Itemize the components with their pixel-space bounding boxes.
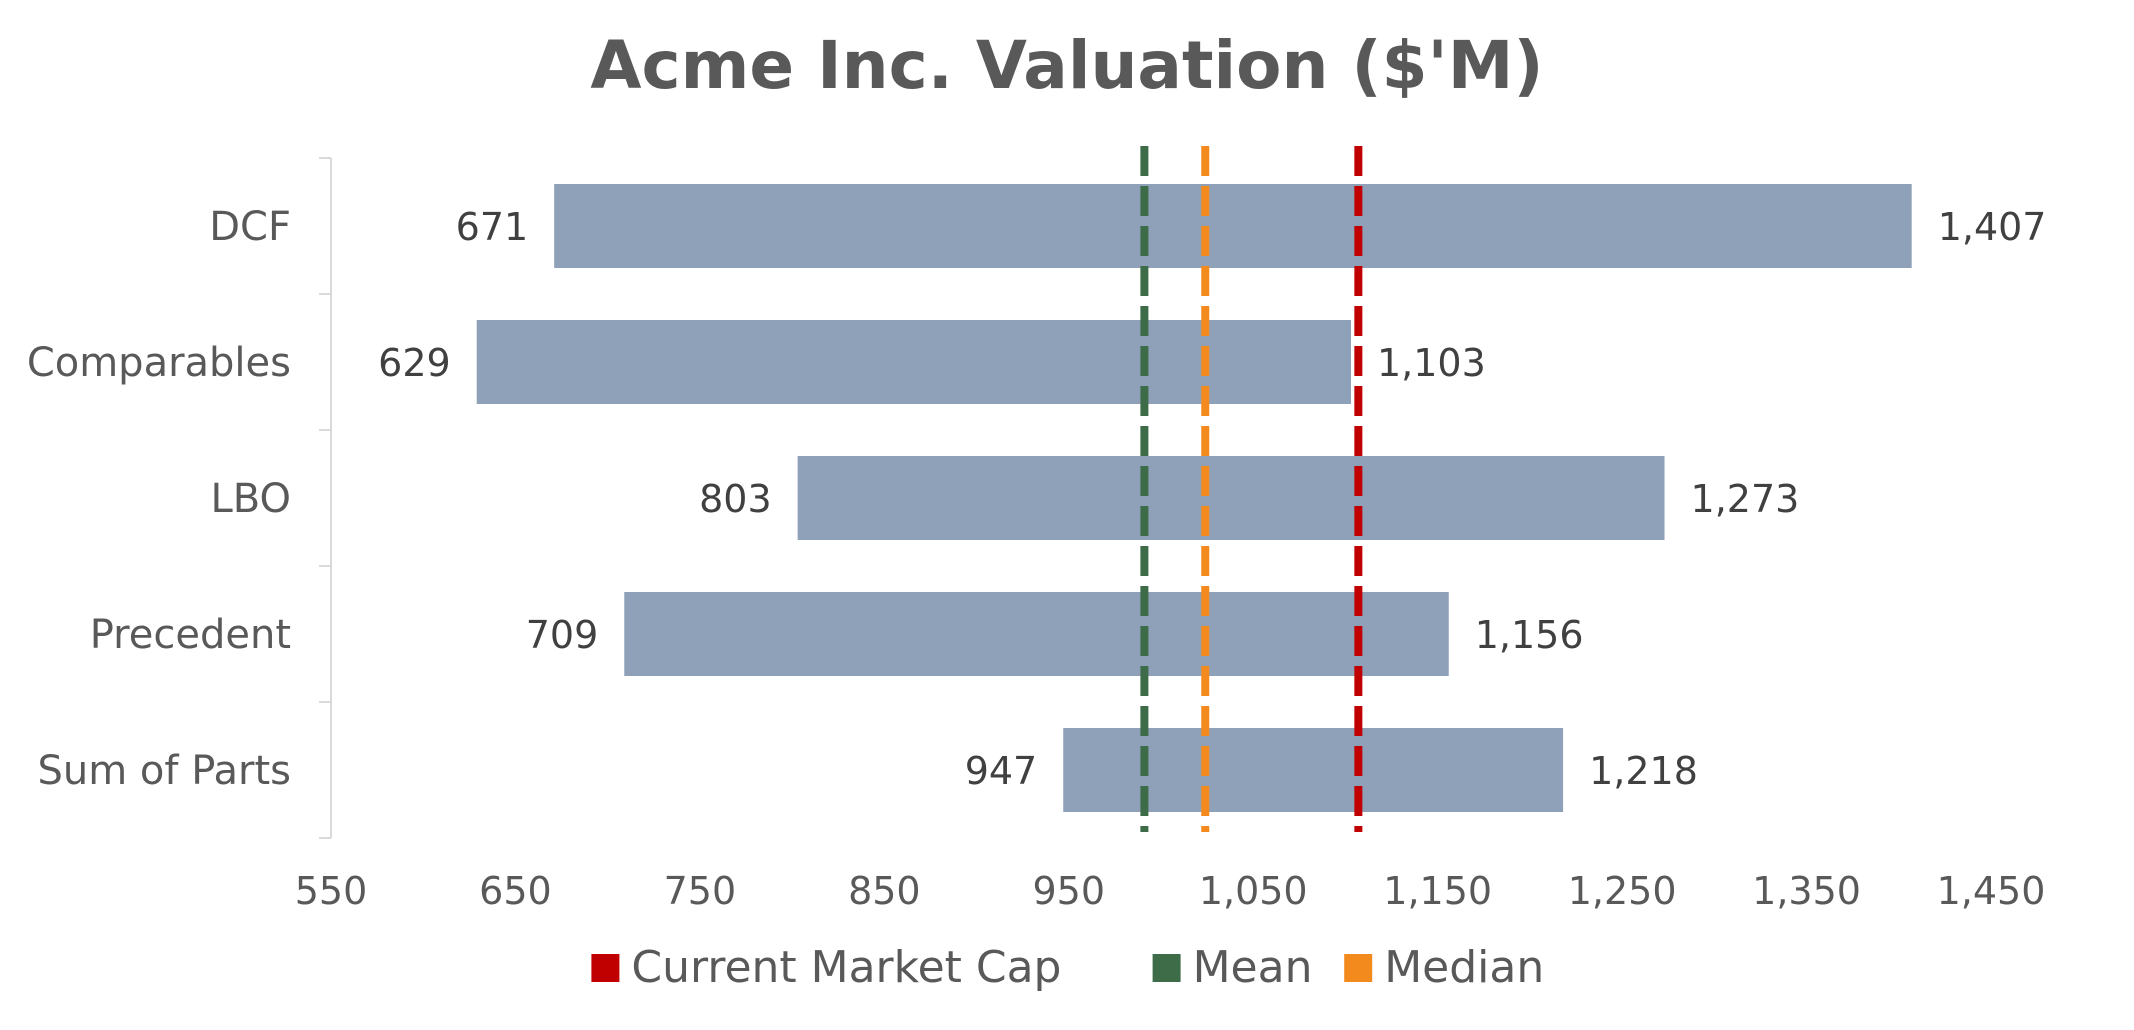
x-tick-label: 750 bbox=[664, 869, 737, 913]
category-label: Comparables bbox=[27, 340, 291, 386]
legend: Current Market Cap Mean Median bbox=[591, 942, 1544, 993]
x-tick-label: 650 bbox=[479, 869, 552, 913]
legend-swatch bbox=[1344, 954, 1373, 982]
low-value-label: 947 bbox=[965, 749, 1038, 793]
range-bar bbox=[554, 184, 1912, 268]
labels-layer: DCF Comparables LBO Precedent Sum of Parts 55… bbox=[27, 204, 2047, 913]
low-value-label: 803 bbox=[699, 477, 772, 521]
high-value-label: 1,218 bbox=[1589, 749, 1698, 793]
category-label: LBO bbox=[210, 476, 291, 522]
x-tick-label: 1,150 bbox=[1383, 869, 1492, 913]
legend-swatch bbox=[591, 954, 620, 982]
range-bar bbox=[797, 456, 1665, 540]
category-label: Sum of Parts bbox=[38, 748, 292, 794]
low-value-label: 629 bbox=[378, 341, 451, 385]
category-label: Precedent bbox=[90, 612, 291, 658]
low-value-label: 709 bbox=[526, 613, 599, 657]
high-value-label: 1,407 bbox=[1938, 205, 2047, 249]
reference-lines-layer bbox=[1140, 146, 1363, 832]
x-tick-label: 850 bbox=[848, 869, 921, 913]
legend-label: Mean bbox=[1193, 942, 1313, 993]
legend-swatch bbox=[1152, 954, 1181, 982]
low-value-label: 671 bbox=[456, 205, 529, 249]
range-bar bbox=[624, 592, 1449, 676]
x-tick-label: 1,350 bbox=[1752, 869, 1861, 913]
x-tick-label: 1,050 bbox=[1199, 869, 1308, 913]
x-tick-label: 1,250 bbox=[1568, 869, 1677, 913]
high-value-label: 1,273 bbox=[1691, 477, 1800, 521]
legend-label: Current Market Cap bbox=[631, 942, 1061, 993]
chart-title: Acme Inc. Valuation ($'M) bbox=[590, 27, 1543, 104]
x-tick-label: 550 bbox=[295, 869, 368, 913]
legend-label: Median bbox=[1384, 942, 1544, 993]
high-value-label: 1,103 bbox=[1377, 341, 1486, 385]
high-value-label: 1,156 bbox=[1475, 613, 1584, 657]
category-label: DCF bbox=[209, 204, 291, 250]
x-tick-label: 1,450 bbox=[1937, 869, 2046, 913]
axis-layer bbox=[319, 157, 332, 839]
range-bar bbox=[476, 320, 1351, 404]
x-tick-label: 950 bbox=[1033, 869, 1106, 913]
range-bar bbox=[1063, 728, 1564, 812]
